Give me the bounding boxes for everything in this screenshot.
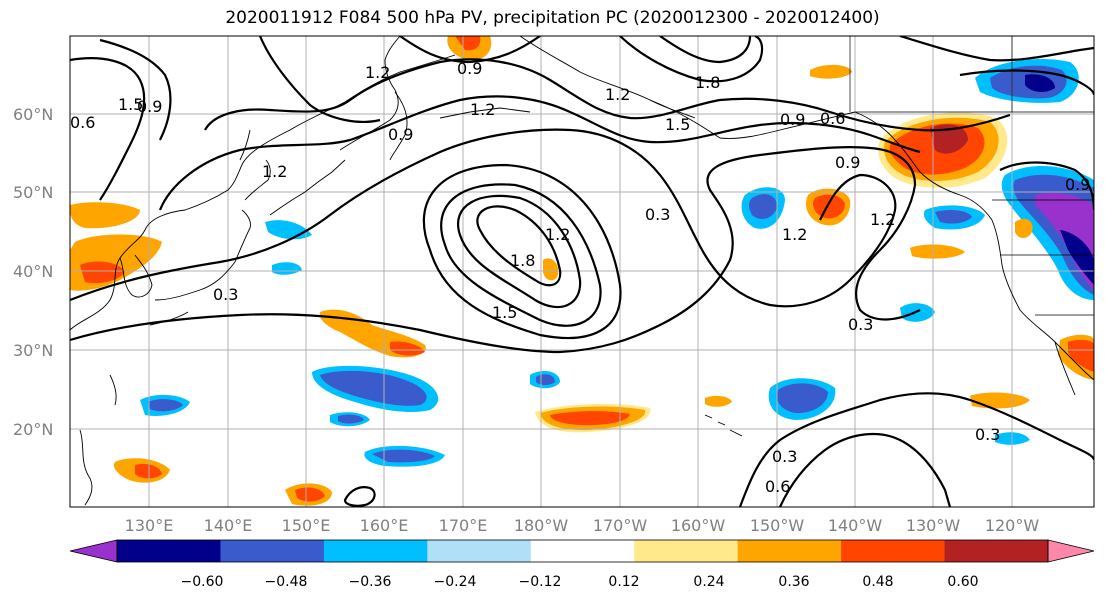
colorbar-segment <box>841 540 946 562</box>
contour-label: 0.9 <box>1065 175 1090 194</box>
colorbar-segment <box>944 540 1049 562</box>
lon-label: 150°E <box>282 516 331 535</box>
map-title: 2020011912 F084 500 hPa PV, precipitatio… <box>225 8 880 28</box>
contour-label: 0.3 <box>213 285 238 304</box>
colorbar-segment <box>323 540 428 562</box>
contour-label: 1.2 <box>262 162 287 181</box>
lon-label: 140°W <box>828 516 883 535</box>
colorbar-segment <box>220 540 325 562</box>
lon-label: 150°W <box>750 516 805 535</box>
colorbar-tick-label: −0.60 <box>181 574 224 590</box>
contour-label: 0.6 <box>820 109 845 128</box>
contour-label: 0.9 <box>137 97 162 116</box>
lon-label: 130°E <box>125 516 174 535</box>
contour-label: 0.9 <box>457 59 482 78</box>
colorbar-segment <box>530 540 635 562</box>
map-frame <box>69 35 1095 508</box>
lat-label: 30°N <box>13 341 53 360</box>
contour-label: 0.6 <box>70 113 95 132</box>
contour-label: 0.9 <box>780 110 805 129</box>
precip-shading <box>70 36 1094 506</box>
lon-label: 160°E <box>360 516 409 535</box>
colorbar-tick-label: 0.12 <box>608 574 639 590</box>
contour-label: 1.2 <box>605 85 630 104</box>
contour-label: 0.9 <box>388 125 413 144</box>
colorbar-tick-label: 0.36 <box>778 574 809 590</box>
contour-label: 1.2 <box>782 225 807 244</box>
lon-label: 170°E <box>439 516 488 535</box>
colorbar-extend-high <box>1047 539 1095 563</box>
lon-label: 160°W <box>671 516 726 535</box>
colorbar-tick-label: −0.24 <box>434 574 477 590</box>
colorbar-tick-label: −0.48 <box>265 574 308 590</box>
lon-label: 140°E <box>204 516 253 535</box>
contour-label: 0.9 <box>835 153 860 172</box>
contour-label: 0.3 <box>848 315 873 334</box>
lon-label: 170°W <box>593 516 648 535</box>
contour-label: 0.3 <box>645 205 670 224</box>
lon-label: 120°W <box>985 516 1040 535</box>
latitude-labels: 60°N 50°N 40°N 30°N 20°N <box>13 105 53 439</box>
colorbar-segment <box>634 540 739 562</box>
contour-label: 0.3 <box>772 447 797 466</box>
colorbar-tick-label: 0.24 <box>693 574 724 590</box>
colorbar-frame <box>116 539 1049 563</box>
contour-label: 1.2 <box>870 210 895 229</box>
contour-labels: 0.9 1.2 1.2 1.5 1.8 1.8 1.2 1.5 0.3 1.2 … <box>70 59 1090 496</box>
contour-label: 0.6 <box>765 477 790 496</box>
contour-label: 1.8 <box>695 73 720 92</box>
colorbar-tick-label: 0.60 <box>947 574 978 590</box>
coastlines <box>70 36 1094 506</box>
lon-label: 130°W <box>906 516 961 535</box>
colorbar-extend-low <box>69 539 118 563</box>
contour-label: 1.8 <box>510 251 535 270</box>
colorbar-segment <box>427 540 532 562</box>
colorbar-tick-label: 0.48 <box>862 574 893 590</box>
lat-label: 40°N <box>13 262 53 281</box>
lat-label: 60°N <box>13 105 53 124</box>
colorbar-tick-label: −0.12 <box>519 574 562 590</box>
colorbar-segment <box>737 540 842 562</box>
contour-label: 1.5 <box>118 95 143 114</box>
contour-label: 1.5 <box>492 303 517 322</box>
contour-label: 1.5 <box>665 115 690 134</box>
longitude-labels: 130°E 140°E 150°E 160°E 170°E 180°W 170°… <box>125 516 1040 535</box>
lat-label: 50°N <box>13 183 53 202</box>
colorbar-ticks: −0.60 −0.48 −0.36 −0.24 −0.12 0.12 0.24 … <box>181 574 979 590</box>
lat-label: 20°N <box>13 420 53 439</box>
pv-contours <box>70 36 1094 507</box>
contour-label: 1.2 <box>470 100 495 119</box>
contour-label: 1.2 <box>545 225 570 244</box>
contour-label: 0.3 <box>975 425 1000 444</box>
colorbar <box>69 539 1095 563</box>
lon-label: 180°W <box>514 516 569 535</box>
colorbar-tick-label: −0.36 <box>349 574 392 590</box>
colorbar-segment <box>117 540 221 562</box>
contour-label: 1.2 <box>365 63 390 82</box>
